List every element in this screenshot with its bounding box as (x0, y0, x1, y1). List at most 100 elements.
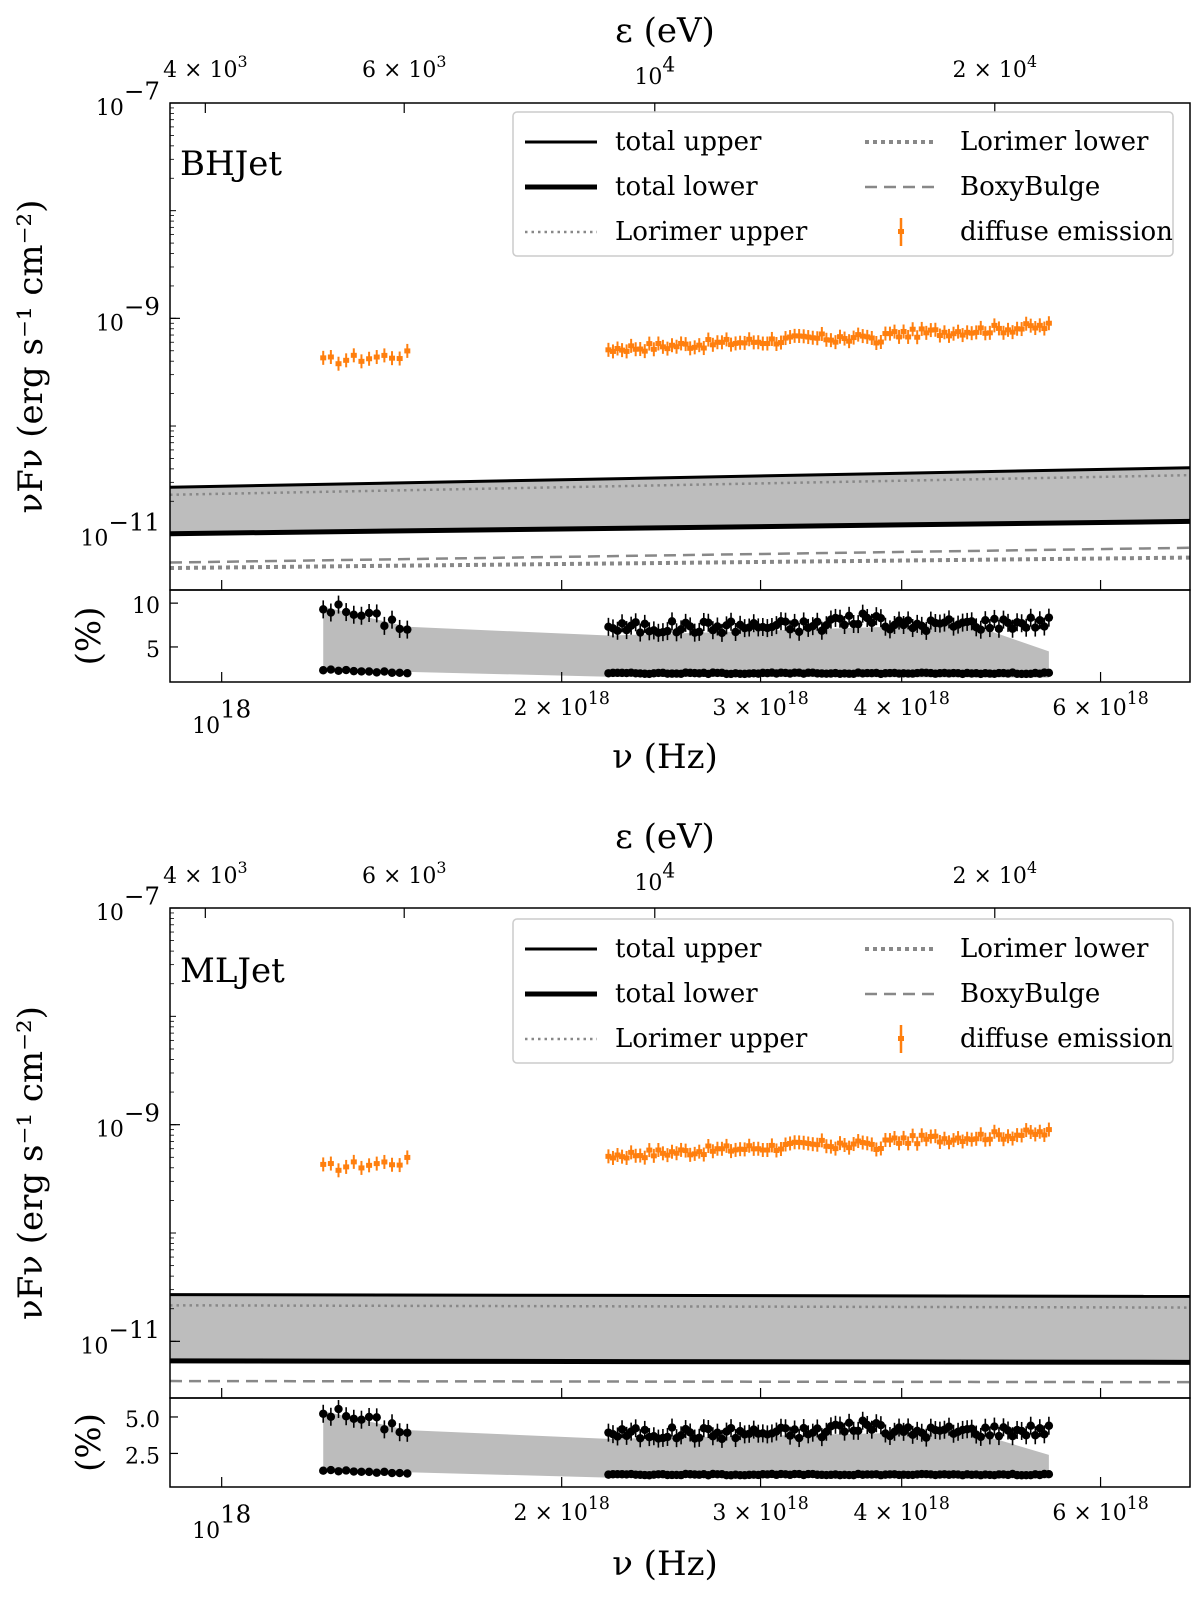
diffuse-point (914, 334, 921, 340)
diffuse-point (877, 1145, 884, 1151)
diffuse-point (927, 1133, 934, 1139)
diffuse-point (728, 342, 735, 348)
diffuse-point (950, 1137, 957, 1143)
ratio-upper-point (334, 1404, 343, 1414)
diffuse-point (918, 326, 925, 332)
diffuse-point (950, 331, 957, 337)
ratio-lower-point (387, 1468, 397, 1478)
diffuse-point (982, 1137, 989, 1143)
ratio-lower-point (319, 666, 328, 675)
ratio-upper-point (813, 1424, 822, 1433)
total-band (170, 1294, 1190, 1363)
ratio-y-tick-label: 5 (146, 638, 160, 663)
diffuse-point (809, 1141, 816, 1147)
diffuse-point (896, 334, 903, 340)
diffuse-point (796, 1139, 803, 1145)
x-tick-label: 6 × 1018 (1052, 689, 1148, 721)
diffuse-point (350, 352, 357, 358)
diffuse-point (918, 1132, 925, 1138)
diffuse-point (673, 1150, 680, 1156)
ratio-upper-point (667, 617, 677, 626)
diffuse-point (609, 1155, 616, 1161)
diffuse-point (691, 344, 698, 350)
ratio-upper-point (840, 1427, 849, 1436)
ratio-upper-point (403, 1428, 412, 1438)
top-axis-tick-label: 104 (634, 52, 675, 90)
ratio-upper-point (334, 600, 343, 609)
ratio-upper-point (903, 616, 913, 625)
ratio-axis-label: (%) (69, 607, 109, 666)
x-tick-label: 3 × 1018 (712, 689, 808, 721)
ratio-upper-point (853, 1426, 863, 1436)
diffuse-point (335, 361, 342, 367)
diffuse-point (732, 340, 739, 346)
diffuse-point (637, 1153, 644, 1159)
ratio-band (323, 606, 1049, 678)
ratio-upper-point (387, 1419, 397, 1428)
ratio-lower-point (334, 1467, 343, 1476)
ratio-upper-point (853, 619, 863, 629)
ratio-lower-point (357, 1467, 366, 1476)
ratio-upper-point (840, 620, 849, 630)
top-axis-label: ε (eV) (615, 11, 715, 51)
ratio-lower-point (372, 668, 381, 677)
diffuse-point (805, 334, 812, 340)
ratio-upper-point (1040, 1430, 1049, 1439)
ratio-upper-point (867, 618, 876, 628)
diffuse-point (709, 342, 716, 348)
diffuse-point (605, 347, 612, 353)
diffuse-point (964, 329, 971, 335)
diffuse-point (718, 1146, 725, 1152)
diffuse-point (945, 333, 952, 339)
diffuse-point (1000, 330, 1007, 336)
diffuse-point (791, 333, 798, 339)
diffuse-point (977, 1131, 984, 1137)
ratio-upper-point (903, 1423, 913, 1432)
ratio-upper-point (395, 624, 404, 634)
diffuse-point (886, 1137, 893, 1143)
ratio-upper-point (372, 1413, 381, 1422)
diffuse-point (823, 1143, 830, 1149)
diffuse-point (1000, 1136, 1007, 1142)
ratio-upper-point (341, 1412, 351, 1421)
x-tick-label: 6 × 1018 (1052, 1494, 1148, 1526)
diffuse-point (955, 329, 962, 335)
diffuse-emission-points (320, 316, 1052, 371)
diffuse-point (832, 339, 839, 345)
diffuse-point (637, 346, 644, 352)
ratio-upper-point (822, 621, 831, 630)
legend-box (512, 111, 1174, 257)
diffuse-point (389, 1162, 396, 1168)
diffuse-point (859, 333, 866, 339)
diffuse-point (335, 1167, 342, 1173)
diffuse-point (705, 1143, 712, 1149)
total-lower-line (170, 518, 1190, 537)
diffuse-point (814, 1142, 821, 1148)
x-axis-label: ν (Hz) (612, 1544, 718, 1584)
ratio-upper-point (717, 628, 727, 638)
ratio-upper-point (976, 1432, 985, 1442)
diffuse-point (605, 1153, 612, 1159)
diffuse-point (841, 1142, 848, 1148)
diffuse-point (723, 1143, 730, 1149)
ratio-upper-point (781, 1424, 790, 1433)
diffuse-point (968, 1137, 975, 1143)
diffuse-point (982, 330, 989, 336)
diffuse-point (669, 1149, 676, 1155)
ratio-upper-point (357, 1415, 366, 1424)
ratio-upper-point (667, 1423, 677, 1432)
diffuse-point (1032, 325, 1039, 331)
diffuse-point (728, 1148, 735, 1154)
diffuse-point (768, 1142, 775, 1148)
ratio-upper-point (876, 1420, 886, 1430)
diffuse-point (1027, 323, 1034, 329)
ratio-points (319, 595, 1054, 679)
diffuse-point (837, 1140, 844, 1146)
ratio-upper-point (990, 614, 999, 624)
ratio-upper-point (1003, 618, 1013, 628)
ratio-y-tick-label: 10 (132, 594, 160, 619)
top-axis-tick-label: 2 × 104 (953, 858, 1037, 889)
ratio-upper-point (1040, 622, 1049, 631)
diffuse-point (381, 352, 388, 358)
diffuse-point (1009, 1136, 1016, 1142)
